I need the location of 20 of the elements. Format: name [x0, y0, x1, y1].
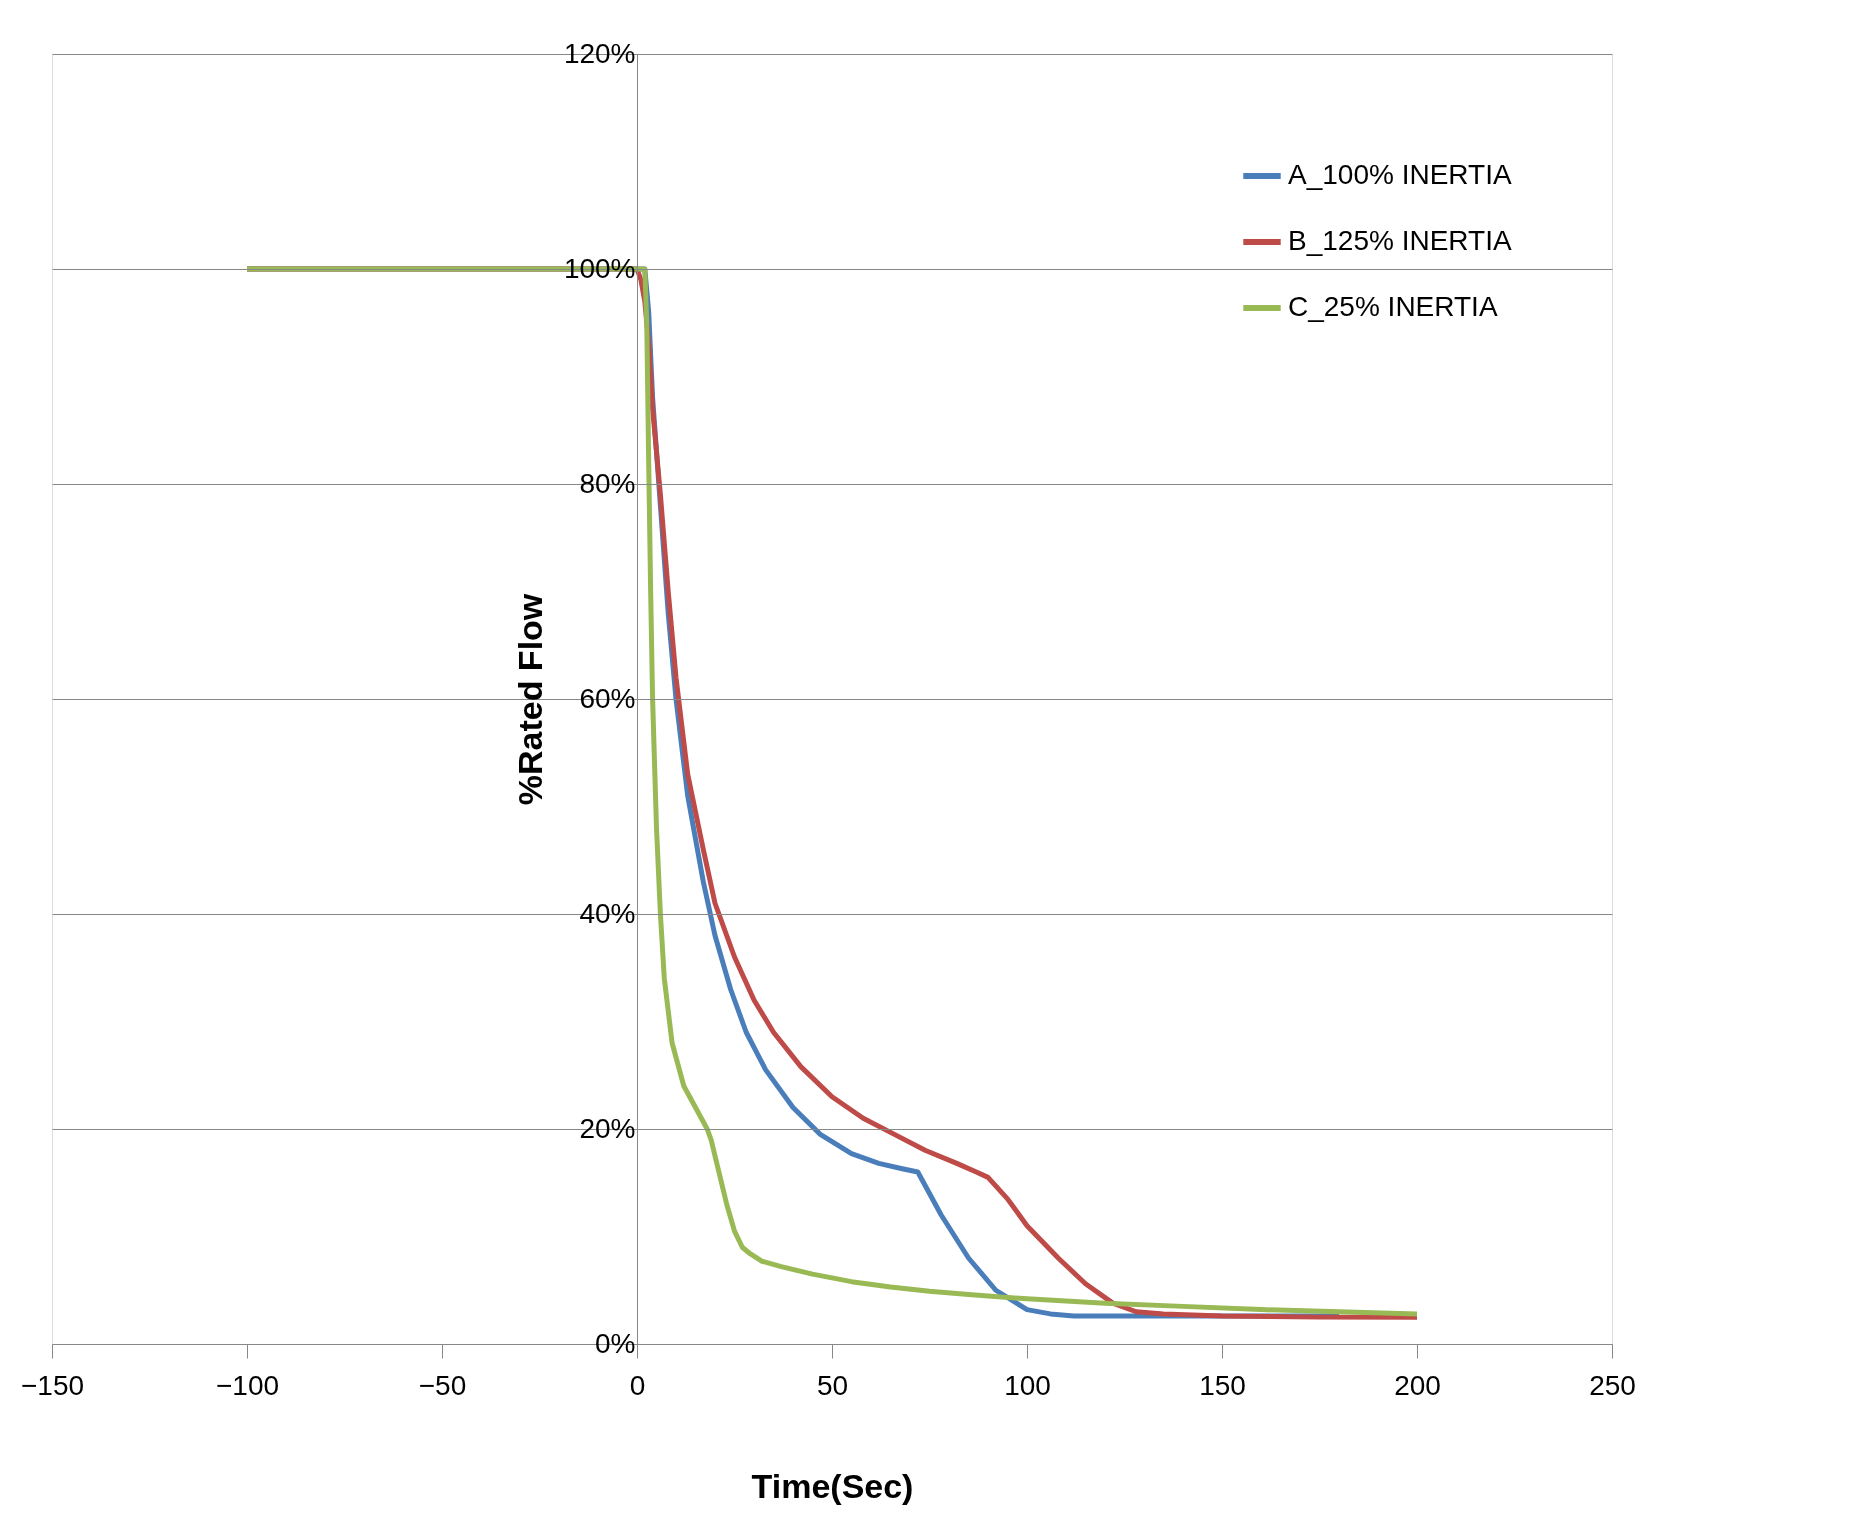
- y-axis-title: %Rated Flow: [510, 593, 549, 806]
- legend-label: C_25% INERTIA: [1288, 291, 1498, 322]
- x-tick-label: −100: [215, 1369, 280, 1401]
- y-tick-label: 120%: [563, 37, 636, 69]
- x-tick-label: −150: [20, 1369, 85, 1401]
- x-tick-label: 250: [1589, 1369, 1636, 1401]
- legend-label: B_125% INERTIA: [1288, 225, 1512, 256]
- x-tick-label: 0: [629, 1369, 646, 1401]
- y-tick-label: 0%: [595, 1327, 636, 1359]
- x-tick-label: 100: [1004, 1369, 1051, 1401]
- x-tick-label: 200: [1394, 1369, 1441, 1401]
- x-axis-title: Time(Sec): [751, 1466, 914, 1505]
- x-tick-label: 50: [816, 1369, 849, 1401]
- x-tick-label: 150: [1199, 1369, 1246, 1401]
- y-tick-label: 40%: [579, 897, 636, 929]
- y-tick-label: 20%: [579, 1112, 636, 1144]
- legend-label: A_100% INERTIA: [1288, 159, 1512, 190]
- x-tick-label: −50: [418, 1369, 467, 1401]
- y-tick-label: 60%: [579, 682, 636, 714]
- y-tick-label: 80%: [579, 467, 636, 499]
